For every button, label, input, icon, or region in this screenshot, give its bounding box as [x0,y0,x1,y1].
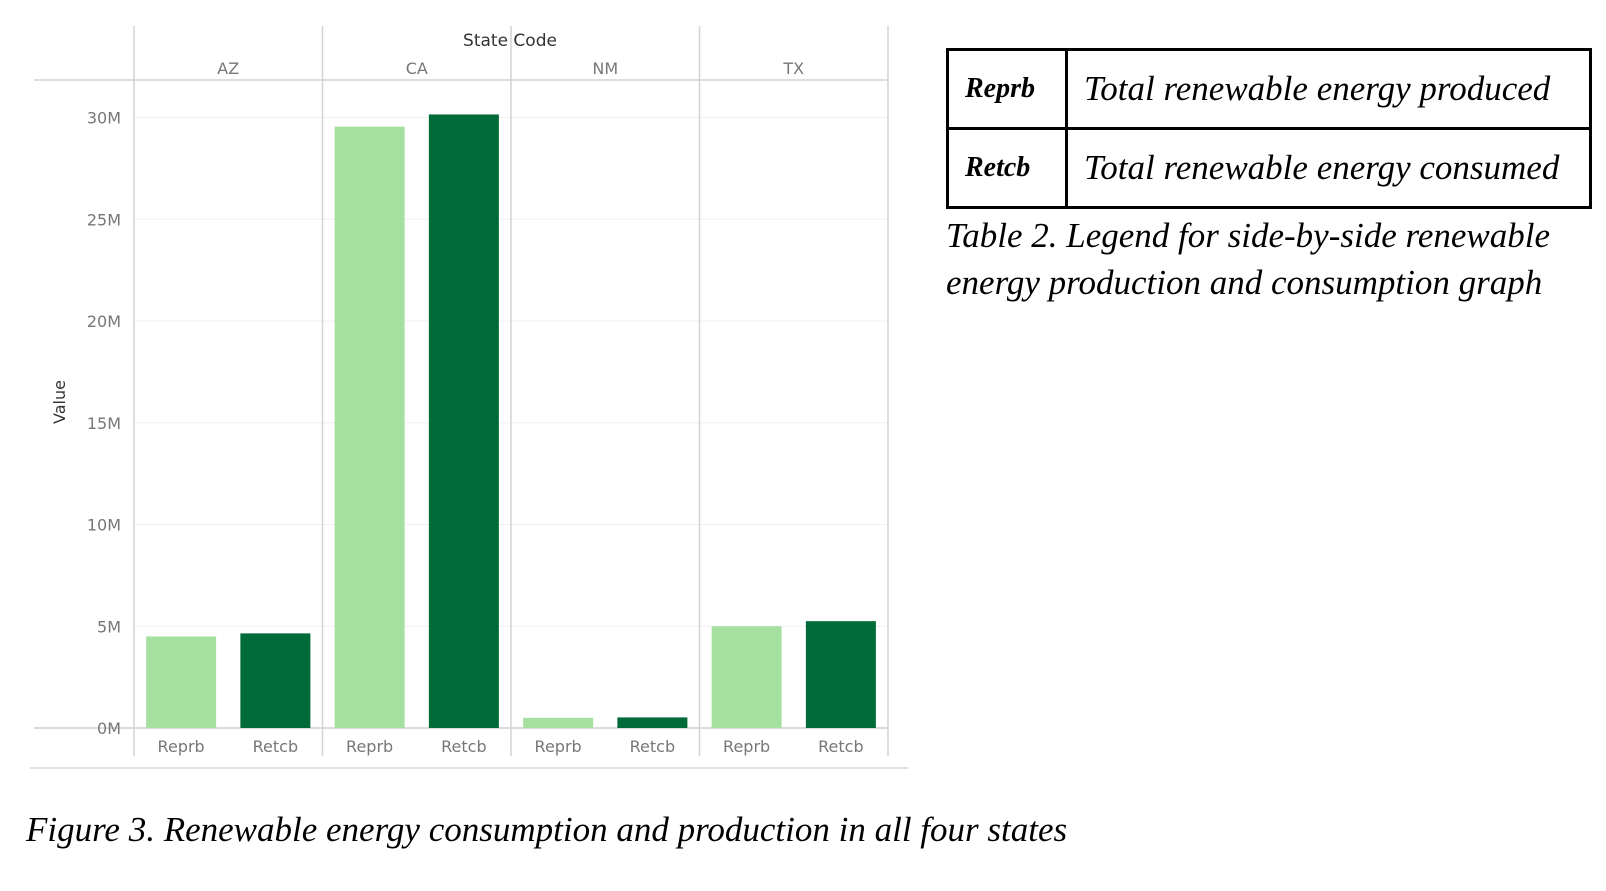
legend-code: Reprb [946,48,1068,130]
bar-tx-reprb [711,626,782,728]
x-tick-label: Reprb [723,737,770,756]
bar-ca-reprb [334,126,405,729]
panel-label: NM [592,59,618,78]
x-tick-label: Reprb [535,737,582,756]
bar-az-retcb [240,633,311,728]
header-title: State Code [463,31,557,51]
x-tick-label: Retcb [441,737,486,756]
x-tick-label: Reprb [158,737,205,756]
x-tick-label: Retcb [630,737,675,756]
x-tick-labels: Reprb Retcb Reprb Retcb Reprb Retcb Reprb Retcb [158,737,864,756]
bar-nm-retcb [617,717,688,728]
y-tick-label: 30M [87,109,121,128]
y-tick-label: 20M [87,312,121,331]
bar-nm-reprb [523,717,594,728]
legend-row: Retcb Total renewable energy consumed [946,127,1592,209]
panel-label: AZ [217,59,239,78]
y-tick-label: 5M [97,617,121,636]
panel-labels: AZ CA NM TX [217,59,804,78]
y-tick-label: 10M [87,516,121,535]
legend-description: Total renewable energy produced [1065,48,1592,130]
panel-label: CA [406,59,428,78]
x-tick-label: Retcb [818,737,863,756]
bar-az-reprb [146,636,217,728]
y-tick-labels: 0M 5M 10M 15M 20M 25M 30M [87,109,121,739]
bar-tx-retcb [805,621,876,728]
y-tick-label: 0M [97,719,121,738]
legend-code: Retcb [946,127,1068,209]
legend-description: Total renewable energy consumed [1065,127,1592,209]
legend-table: Reprb Total renewable energy produced Re… [946,48,1592,209]
bar-chart: State Code Value AZ CA NM TX 0M 5M 10M 15M 20M 2… [30,26,908,769]
y-axis-title: Value [50,380,69,424]
y-tick-label: 15M [87,414,121,433]
x-tick-label: Reprb [346,737,393,756]
x-tick-label: Retcb [253,737,298,756]
legend-row: Reprb Total renewable energy produced [946,48,1592,130]
bar-ca-retcb [428,114,499,728]
bars [146,114,876,729]
panel-label: TX [782,59,804,78]
chart-frame [30,26,908,769]
table-caption: Table 2. Legend for side-by-side renewab… [946,216,1550,302]
figure-caption: Figure 3. Renewable energy consumption a… [26,810,1068,849]
y-tick-label: 25M [87,210,121,229]
